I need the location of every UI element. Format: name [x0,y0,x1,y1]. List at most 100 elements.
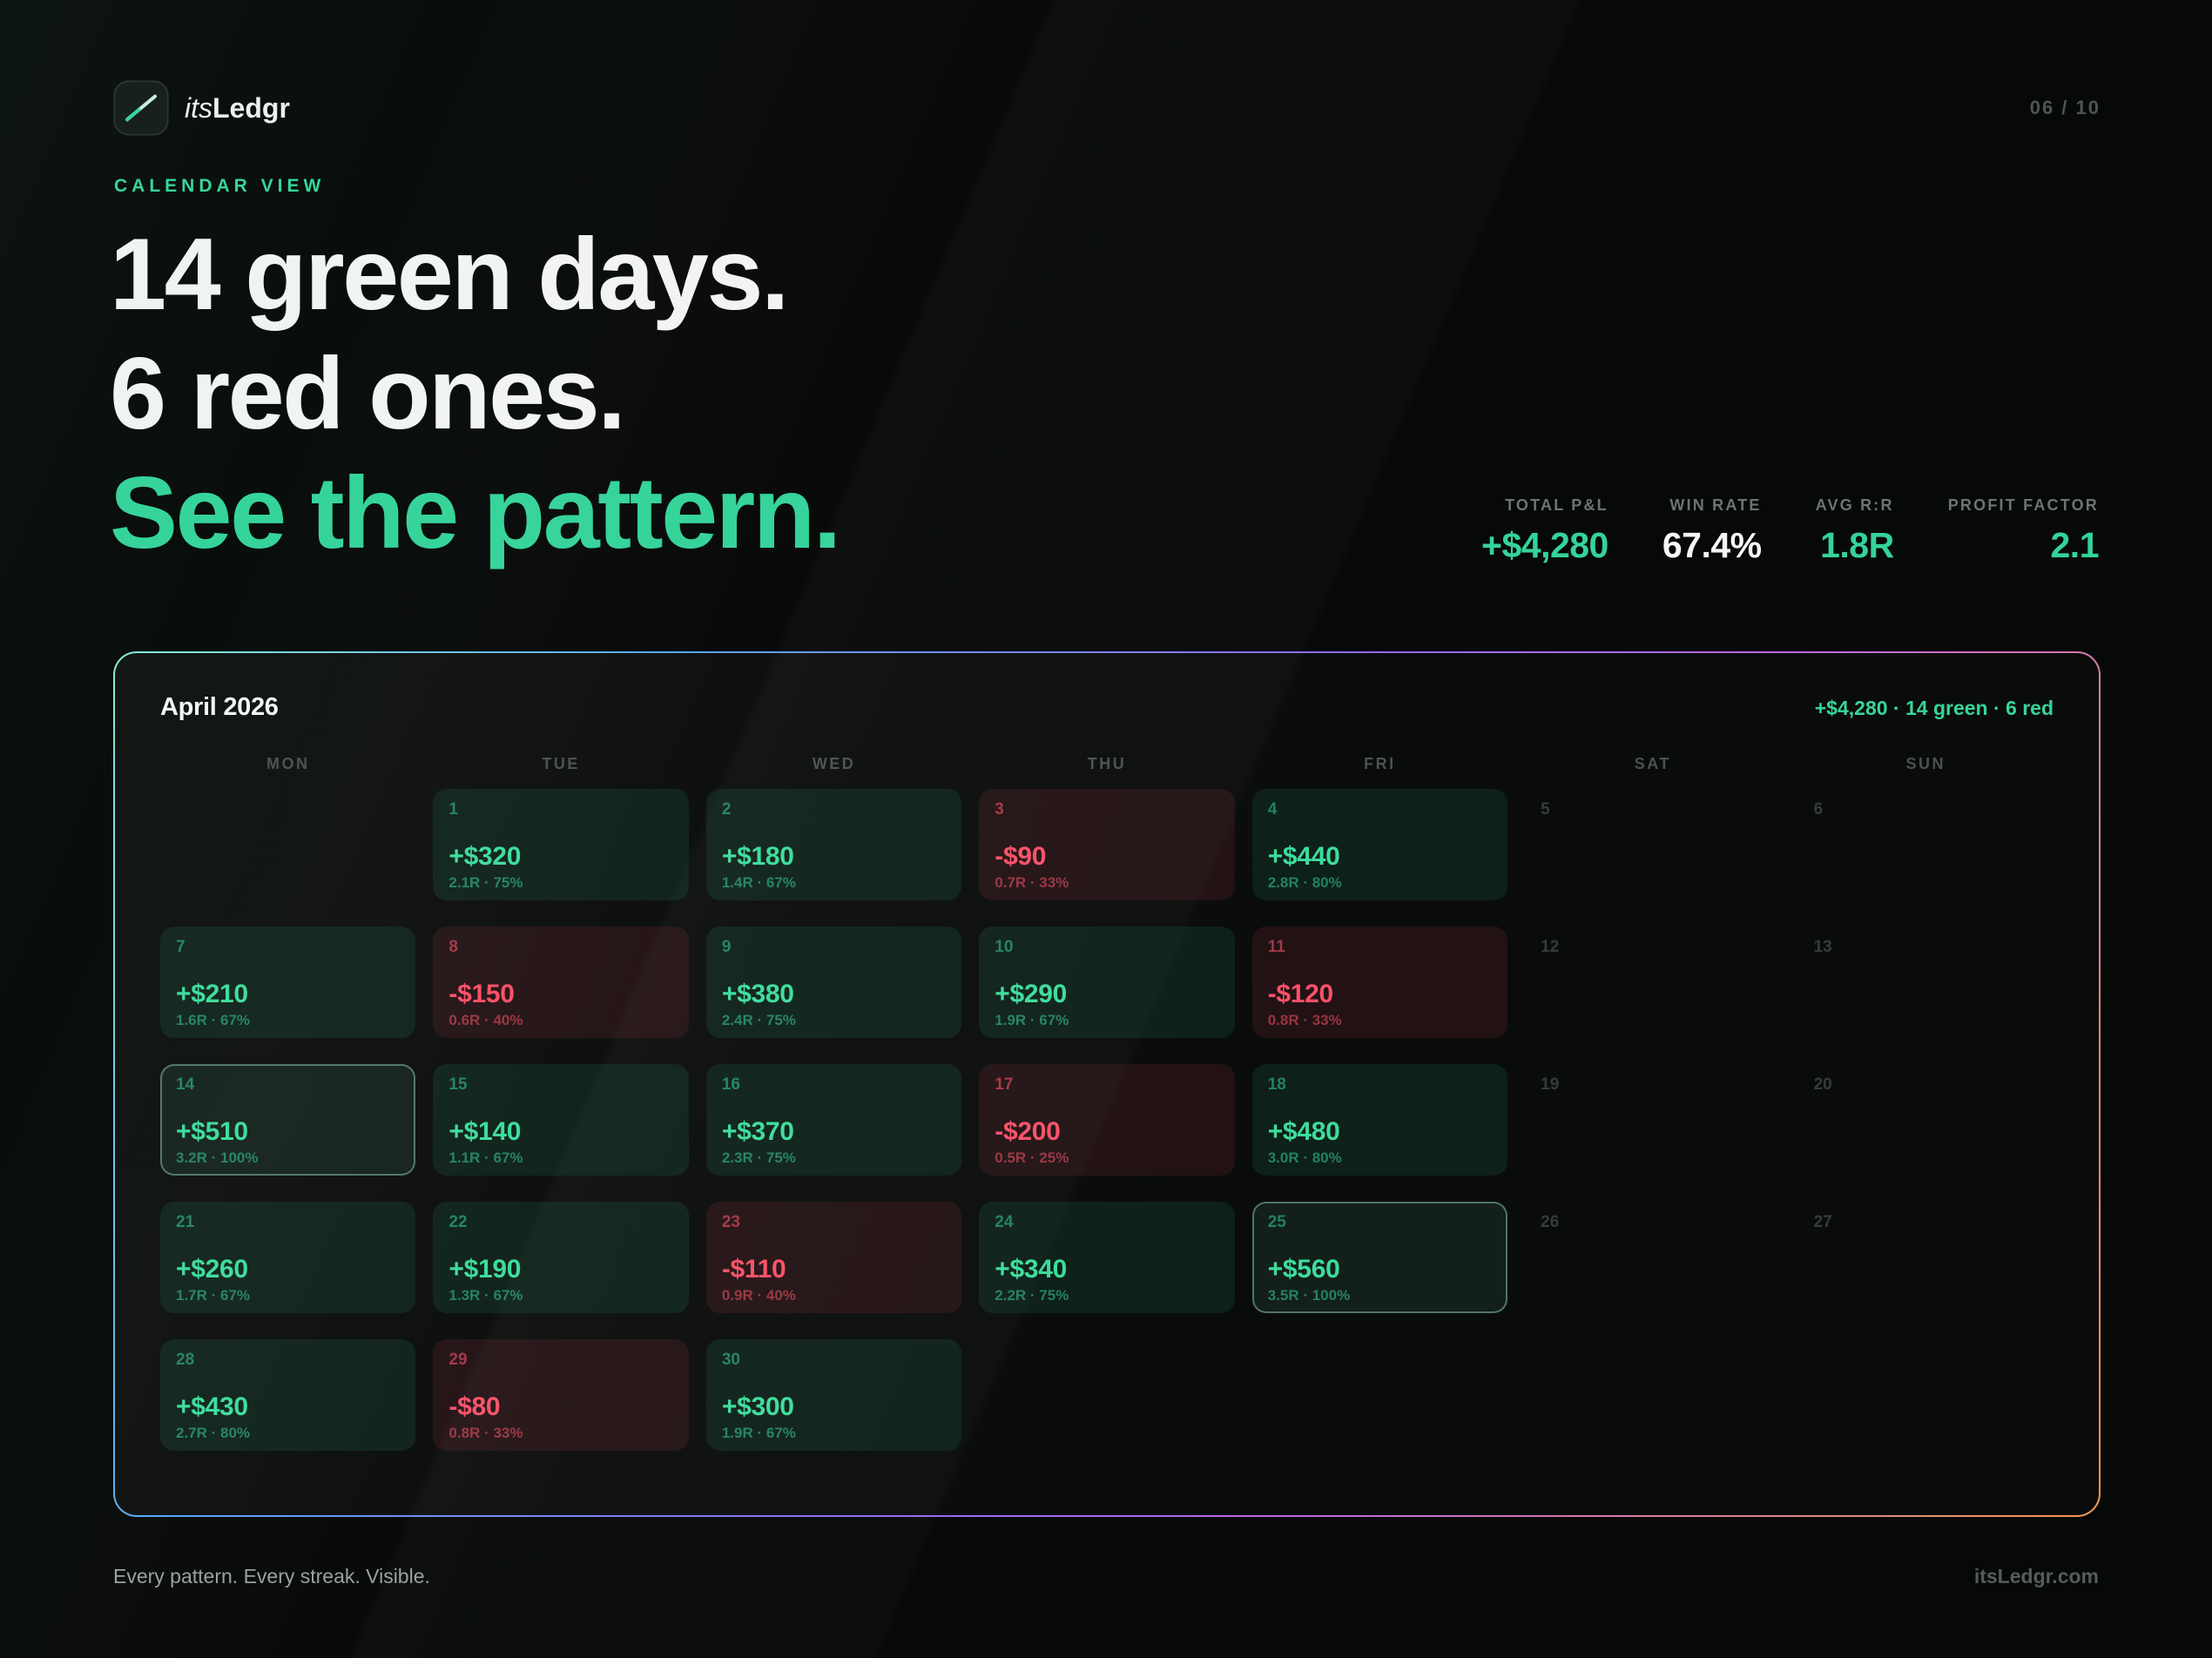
day-pnl: +$480 [1267,1116,1340,1146]
calendar-day-17[interactable]: 17 -$200 0.5R · 25% [979,1064,1235,1176]
day-detail: 1.7R · 67% [176,1287,251,1304]
calendar-day-9[interactable]: 9 +$380 2.4R · 75% [705,927,962,1038]
calendar-day-25[interactable]: 25 +$560 3.5R · 100% [1251,1202,1508,1313]
calendar-day-2[interactable]: 2 +$180 1.4R · 67% [705,789,962,900]
stat-avg-r-r: AVG R:R 1.8R [1816,496,1895,566]
calendar-day-1[interactable]: 1 +$320 2.1R · 75% [433,789,689,900]
calendar-day-23[interactable]: 23 -$110 0.9R · 40% [705,1202,962,1313]
day-detail: 0.5R · 25% [995,1149,1069,1166]
day-number: 7 [176,938,185,956]
day-pnl: +$210 [176,979,248,1008]
footer-tagline: Every pattern. Every streak. Visible. [113,1565,430,1587]
calendar-day-8[interactable]: 8 -$150 0.6R · 40% [433,927,689,1038]
calendar-day-5: 5 [1525,789,1780,900]
day-number: 9 [721,938,732,956]
stat-label: PROFIT FACTOR [1947,496,2099,514]
day-detail: 3.5R · 100% [1267,1287,1351,1304]
day-pnl: -$80 [448,1392,501,1421]
headline-line-2: 6 red ones. [110,335,626,450]
calendar-day-10[interactable]: 10 +$290 1.9R · 67% [979,927,1235,1038]
calendar-day-30[interactable]: 30 +$300 1.9R · 67% [705,1339,962,1451]
day-number: 1 [448,800,458,819]
calendar-day-14[interactable]: 14 +$510 3.2R · 100% [160,1064,416,1176]
calendar-day-22[interactable]: 22 +$190 1.3R · 67% [433,1202,689,1313]
calendar-day-3[interactable]: 3 -$90 0.7R · 33% [979,789,1235,900]
page-indicator: 06 / 10 [2029,97,2101,118]
weekday-row: MON TUE WED THU FRI SAT SUN [160,755,2054,773]
footer-site-link[interactable]: itsLedgr.com [1973,1565,2099,1587]
day-detail: 2.3R · 75% [721,1149,796,1166]
stat-value: 2.1 [2050,525,2100,565]
day-detail: 2.1R · 75% [448,874,523,891]
day-pnl: -$90 [995,841,1047,871]
day-pnl: +$290 [995,979,1068,1008]
brand-its: its [185,91,212,124]
day-pnl: +$180 [721,841,794,871]
calendar-cell-blank [979,1339,1234,1451]
stat-win-rate: WIN RATE 67.4% [1662,496,1762,566]
calendar-day-21[interactable]: 21 +$260 1.7R · 67% [160,1202,416,1313]
calendar-card: April 2026 +$4,280 · 14 green · 6 red MO… [113,651,2101,1517]
day-pnl: +$140 [448,1116,522,1146]
headline-line-1: 14 green days. [110,217,789,331]
calendar-cell-blank [160,789,415,900]
day-number: 13 [1813,938,1832,956]
calendar-header: April 2026 +$4,280 · 14 green · 6 red [160,693,2054,722]
stat-profit-factor: PROFIT FACTOR 2.1 [1947,496,2100,566]
calendar-day-15[interactable]: 15 +$140 1.1R · 67% [433,1064,689,1176]
headline: 14 green days. 6 red ones. See the patte… [110,215,841,573]
day-pnl: -$150 [448,979,515,1008]
day-number: 14 [176,1075,195,1094]
calendar-day-16[interactable]: 16 +$370 2.3R · 75% [705,1064,962,1176]
day-number: 10 [995,938,1014,956]
calendar-day-4[interactable]: 4 +$440 2.8R · 80% [1251,789,1508,900]
calendar-cell-blank [1798,1339,2054,1451]
calendar-day-26: 26 [1525,1202,1780,1313]
day-pnl: +$300 [721,1392,794,1421]
calendar-day-29[interactable]: 29 -$80 0.8R · 33% [433,1339,689,1451]
stat-label: WIN RATE [1669,496,1762,514]
footer: Every pattern. Every streak. Visible. it… [113,1565,2099,1588]
calendar-day-20: 20 [1798,1064,2054,1176]
calendar-grid: 1 +$320 2.1R · 75% 2 +$180 1.4R · 67% 3 -$90 0.7… [160,789,2054,1451]
day-number: 2 [721,800,732,819]
calendar-cell-blank [1525,1339,1780,1451]
day-detail: 2.2R · 75% [995,1287,1069,1304]
day-number: 5 [1541,800,1550,819]
calendar-day-18[interactable]: 18 +$480 3.0R · 80% [1251,1064,1508,1176]
calendar-day-7[interactable]: 7 +$210 1.6R · 67% [160,927,416,1038]
day-pnl: +$340 [995,1254,1068,1284]
day-detail: 0.7R · 33% [995,874,1069,891]
weekday-wed: WED [812,755,856,772]
day-pnl: -$200 [995,1116,1061,1146]
day-number: 23 [721,1213,740,1231]
day-detail: 3.0R · 80% [1267,1149,1342,1166]
stat-value: +$4,280 [1481,525,1608,565]
day-detail: 2.4R · 75% [721,1012,796,1028]
day-number: 19 [1541,1075,1560,1094]
day-detail: 0.6R · 40% [448,1012,523,1028]
calendar-day-28[interactable]: 28 +$430 2.7R · 80% [160,1339,416,1451]
day-number: 17 [995,1075,1014,1094]
weekday-sun: SUN [1905,755,1946,772]
day-number: 25 [1267,1213,1286,1231]
day-number: 3 [995,800,1004,819]
day-detail: 0.8R · 33% [1267,1012,1342,1028]
weekday-sat: SAT [1634,755,1671,772]
weekday-fri: FRI [1364,755,1396,772]
calendar-day-19: 19 [1525,1064,1780,1176]
brand-ledgr: Ledgr [212,91,290,124]
day-number: 28 [176,1351,195,1369]
day-detail: 0.9R · 40% [721,1287,796,1304]
stat-value: 1.8R [1820,525,1894,565]
calendar-day-24[interactable]: 24 +$340 2.2R · 75% [979,1202,1235,1313]
day-number: 12 [1541,938,1560,956]
weekday-tue: TUE [542,755,580,772]
day-pnl: +$370 [721,1116,794,1146]
day-pnl: +$560 [1267,1254,1340,1284]
calendar-cell-blank [1252,1339,1507,1451]
day-detail: 0.8R · 33% [448,1425,523,1441]
calendar-day-11[interactable]: 11 -$120 0.8R · 33% [1251,927,1508,1038]
eyebrow-label: CALENDAR VIEW [114,176,326,196]
stats-row: TOTAL P&L +$4,280 WIN RATE 67.4% AVG R:R 1.8R… [1481,496,2099,566]
